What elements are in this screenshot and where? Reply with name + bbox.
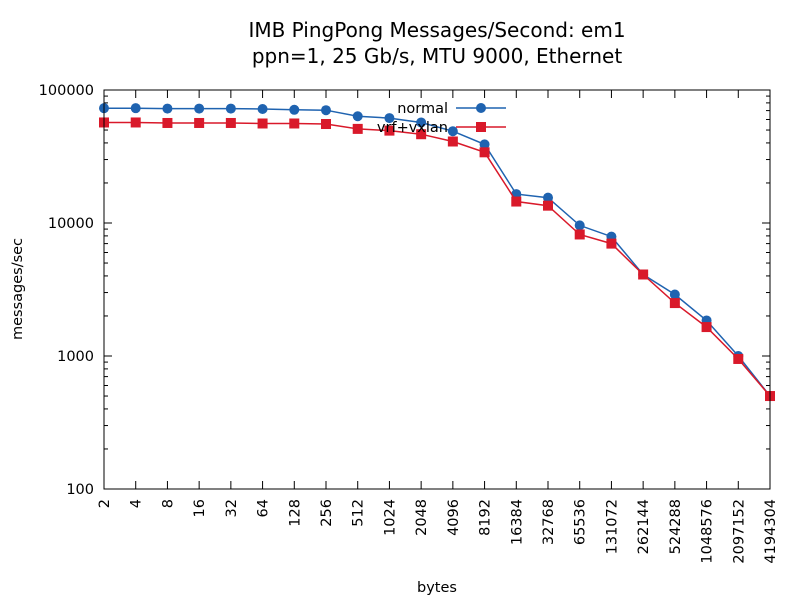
data-point — [321, 119, 331, 130]
data-point — [162, 103, 173, 114]
x-tick-label: 16384 — [509, 499, 525, 545]
x-tick-label: 4096 — [446, 499, 462, 536]
data-point — [352, 123, 363, 134]
chart-subtitle: ppn=1, 25 Gb/s, MTU 9000, Ethernet — [252, 44, 623, 68]
legend-marker — [476, 122, 486, 132]
series-vrf-vxlan — [99, 117, 775, 402]
data-point — [606, 238, 617, 249]
data-point — [225, 117, 236, 128]
series-normal — [99, 103, 775, 402]
data-point — [130, 103, 141, 114]
series-line — [104, 121, 771, 397]
series-line — [104, 107, 771, 397]
data-point — [384, 125, 395, 136]
y-tick-label: 100 — [66, 482, 94, 498]
x-tick-label: 64 — [256, 499, 272, 517]
data-point — [733, 353, 744, 364]
x-tick-label: 524288 — [668, 499, 684, 554]
x-tick-label: 2 — [97, 499, 113, 508]
data-point — [638, 269, 649, 280]
y-tick-label: 10000 — [48, 216, 94, 232]
data-point — [321, 105, 331, 116]
x-tick-label: 8 — [160, 499, 176, 508]
data-point — [511, 196, 522, 207]
data-point — [352, 111, 363, 122]
x-tick-label: 256 — [319, 499, 335, 527]
x-tick-label: 1048576 — [700, 499, 716, 564]
x-tick-label: 32 — [224, 499, 240, 517]
data-point — [479, 147, 490, 158]
x-tick-label: 512 — [351, 499, 367, 527]
data-point — [416, 117, 427, 128]
data-point — [574, 220, 585, 231]
x-tick-label: 65536 — [573, 499, 589, 545]
x-tick-label: 2097152 — [731, 499, 747, 564]
plot-frame — [103, 89, 771, 490]
x-tick-label: 262144 — [636, 499, 652, 554]
x-tick-label: 131072 — [604, 499, 620, 554]
data-point — [384, 113, 395, 124]
data-point — [447, 126, 458, 137]
data-point — [574, 229, 585, 240]
y-tick-label: 100000 — [39, 83, 94, 99]
y-axis-label: messages/sec — [10, 238, 26, 340]
data-point — [543, 192, 553, 203]
x-tick-label: 16 — [192, 499, 208, 517]
x-tick-label: 4 — [129, 499, 145, 508]
x-tick-label: 1024 — [382, 499, 398, 536]
data-point — [416, 129, 427, 140]
x-axis-label: bytes — [417, 580, 457, 596]
y-axis-ticks: 100 1000 10000 100000 — [39, 83, 770, 498]
legend: normal vrf+vxlan — [377, 101, 506, 136]
x-tick-label: 128 — [287, 499, 303, 527]
data-point — [669, 298, 680, 309]
legend-label: vrf+vxlan — [377, 120, 448, 136]
data-point — [225, 103, 236, 114]
x-axis-ticks: 2 4 8 16 32 64 128 256 512 1024 2048 4096 8192 16384 3… — [97, 90, 779, 564]
y-tick-label: 1000 — [57, 349, 94, 365]
data-point — [289, 118, 300, 129]
legend-label: normal — [397, 101, 448, 117]
data-point — [479, 139, 490, 150]
series-layer — [99, 103, 775, 402]
x-tick-label: 8192 — [478, 499, 494, 536]
data-point — [194, 103, 205, 114]
data-point — [543, 200, 553, 211]
legend-marker — [476, 103, 486, 113]
data-point — [289, 104, 300, 115]
data-point — [669, 289, 680, 300]
x-tick-label: 32768 — [541, 499, 557, 545]
data-point — [447, 136, 458, 147]
data-point — [701, 322, 712, 333]
data-point — [162, 117, 173, 128]
data-point — [130, 117, 141, 128]
x-tick-label: 4194304 — [763, 499, 779, 564]
x-tick-label: 2048 — [414, 499, 430, 536]
data-point — [257, 118, 268, 129]
data-point — [257, 103, 268, 114]
data-point — [194, 117, 205, 128]
chart-title: IMB PingPong Messages/Second: em1 — [248, 18, 625, 42]
